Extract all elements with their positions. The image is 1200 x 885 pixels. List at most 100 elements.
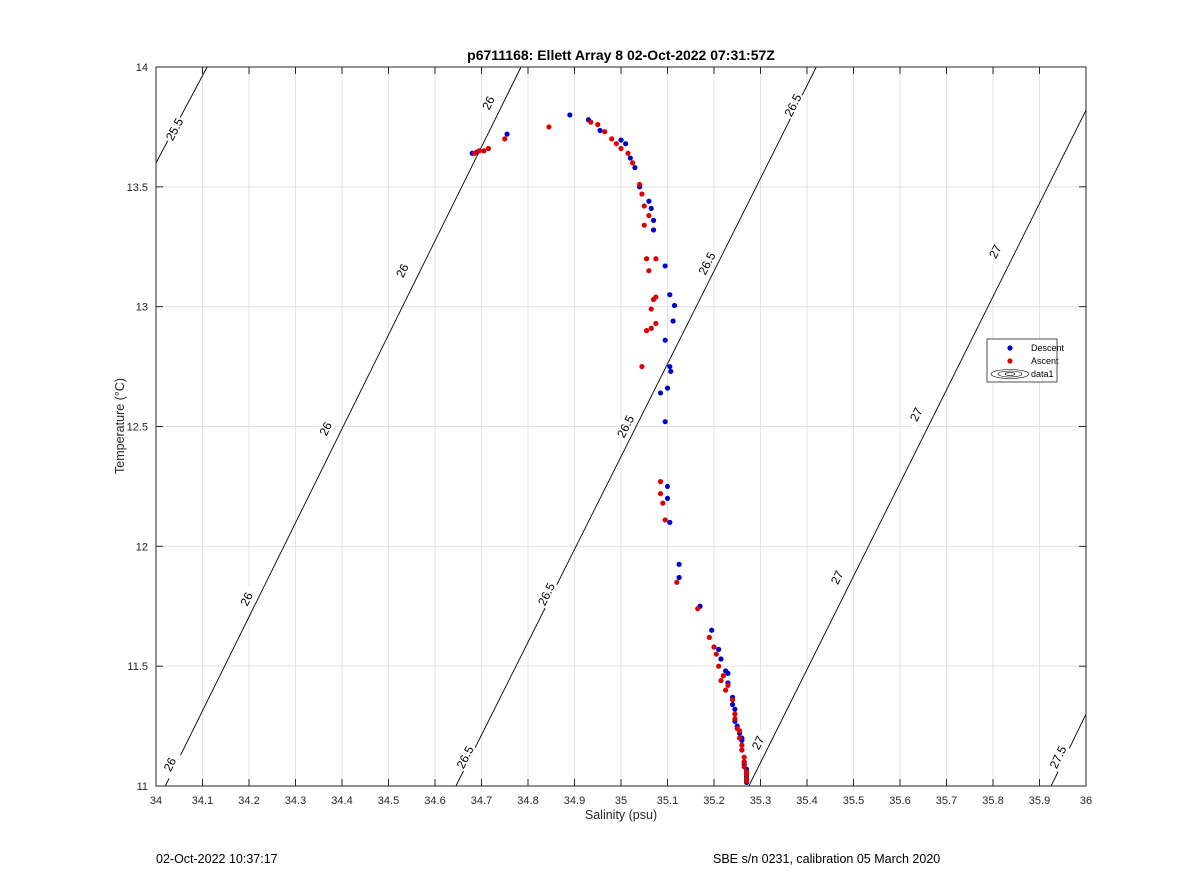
descent-point bbox=[646, 198, 652, 204]
x-tick-label: 35 bbox=[615, 795, 627, 807]
ascent-point bbox=[716, 663, 722, 669]
contour-label: 26 bbox=[237, 590, 256, 608]
descent-point bbox=[718, 656, 724, 662]
ascent-point bbox=[736, 735, 743, 741]
x-tick-label: 36 bbox=[1080, 795, 1092, 807]
ascent-point bbox=[609, 136, 615, 142]
ascent-point bbox=[646, 268, 652, 274]
ascent-point bbox=[546, 124, 552, 130]
contour-label: 27 bbox=[749, 733, 768, 751]
ascent-point bbox=[741, 764, 747, 770]
ascent-point bbox=[657, 491, 664, 497]
x-tick-label: 35.6 bbox=[889, 795, 910, 807]
descent-point bbox=[618, 137, 624, 143]
ascent-point bbox=[713, 651, 719, 657]
x-tick-label: 34.3 bbox=[285, 795, 306, 807]
descent-point bbox=[667, 519, 673, 525]
ascent-point bbox=[723, 687, 729, 693]
contour-label-background bbox=[157, 749, 182, 780]
x-tick-label: 35.4 bbox=[796, 795, 817, 807]
contour-label: 27 bbox=[828, 568, 847, 586]
descent-point bbox=[725, 670, 731, 676]
ascent-point bbox=[630, 160, 636, 166]
descent-point bbox=[676, 574, 682, 581]
descent-point bbox=[671, 302, 678, 309]
x-tick-label: 34 bbox=[150, 795, 162, 807]
x-tick-label: 35.9 bbox=[1029, 795, 1050, 807]
descent-point bbox=[664, 483, 671, 490]
contour-label-background bbox=[453, 742, 478, 772]
density-contour-line bbox=[164, 66, 522, 787]
descent-point bbox=[504, 131, 510, 137]
x-axis-label: Salinity (psu) bbox=[585, 808, 657, 822]
legend: Descent Ascent data1 bbox=[986, 338, 1065, 383]
axis-ticks: 34 34.1 34.2 34.3 34.4 34.5 34.6 34.7 34.8 34.9 35… bbox=[127, 62, 1093, 807]
ascent-point bbox=[732, 716, 738, 722]
ascent-point bbox=[643, 256, 650, 262]
ascent-point bbox=[602, 129, 608, 135]
legend-contour-icon bbox=[990, 369, 1030, 379]
descent-point bbox=[676, 561, 682, 567]
ascent-point bbox=[641, 222, 647, 228]
x-tick-label: 35.1 bbox=[657, 795, 678, 807]
contour-label: 26 bbox=[161, 755, 180, 773]
contour-label: 26 bbox=[479, 94, 498, 112]
y-tick-label: 11.5 bbox=[127, 661, 148, 673]
ascent-point bbox=[720, 673, 726, 679]
descent-point bbox=[623, 141, 629, 147]
descent-point bbox=[650, 227, 657, 233]
x-tick-label: 34.4 bbox=[331, 795, 352, 807]
x-tick-label: 34.5 bbox=[378, 795, 399, 807]
x-tick-label: 34.7 bbox=[471, 795, 492, 807]
ascent-point bbox=[648, 306, 654, 312]
descent-point bbox=[732, 706, 738, 712]
ascent-point bbox=[695, 606, 701, 612]
ascent-point bbox=[674, 579, 680, 585]
ascent-point bbox=[481, 148, 487, 154]
ascent-point bbox=[653, 256, 659, 262]
x-tick-label: 34.6 bbox=[424, 795, 445, 807]
descent-point bbox=[716, 646, 722, 652]
legend-data1-label: data1 bbox=[1031, 369, 1054, 379]
ascent-point bbox=[739, 747, 745, 753]
contour-label-background bbox=[613, 411, 638, 442]
footer-timestamp: 02-Oct-2022 10:37:17 bbox=[156, 852, 278, 866]
descent-point bbox=[667, 363, 673, 370]
descent-point bbox=[664, 495, 671, 501]
legend-descent-marker bbox=[1007, 345, 1013, 351]
x-tick-label: 34.8 bbox=[517, 795, 538, 807]
x-tick-label: 35.2 bbox=[703, 795, 724, 807]
descent-point bbox=[662, 263, 668, 269]
ascent-point bbox=[653, 320, 659, 327]
x-tick-label: 34.2 bbox=[238, 795, 259, 807]
ascent-point bbox=[743, 771, 750, 777]
contour-label-background bbox=[313, 414, 338, 444]
contour-label: 27 bbox=[907, 405, 926, 423]
ascent-point bbox=[660, 500, 666, 506]
x-tick-label: 35.5 bbox=[843, 795, 864, 807]
contour-label-background bbox=[825, 562, 850, 593]
footer-calibration: SBE s/n 0231, calibration 05 March 2020 bbox=[713, 852, 941, 866]
contour-label-background bbox=[162, 114, 187, 145]
legend-ascent-label: Ascent bbox=[1031, 356, 1059, 366]
ascent-point bbox=[618, 145, 624, 152]
contour-label-background bbox=[780, 90, 806, 121]
descent-point bbox=[670, 318, 676, 324]
descent-point bbox=[650, 217, 657, 223]
y-tick-label: 14 bbox=[136, 62, 148, 74]
ascent-point bbox=[639, 191, 645, 197]
legend-ascent-marker bbox=[1007, 358, 1013, 364]
y-axis-label: Temperature (°C) bbox=[113, 378, 127, 474]
y-tick-label: 13.5 bbox=[127, 182, 148, 194]
x-tick-label: 35.3 bbox=[750, 795, 771, 807]
ascent-point bbox=[648, 325, 654, 331]
ascent-point bbox=[657, 479, 664, 485]
y-tick-label: 12 bbox=[136, 541, 148, 553]
x-tick-label: 35.7 bbox=[936, 795, 957, 807]
y-tick-label: 11 bbox=[137, 781, 148, 793]
ascent-point bbox=[741, 759, 747, 765]
ascent-point bbox=[730, 697, 736, 703]
ascent-point bbox=[613, 141, 619, 147]
x-tick-label: 35.8 bbox=[982, 795, 1003, 807]
